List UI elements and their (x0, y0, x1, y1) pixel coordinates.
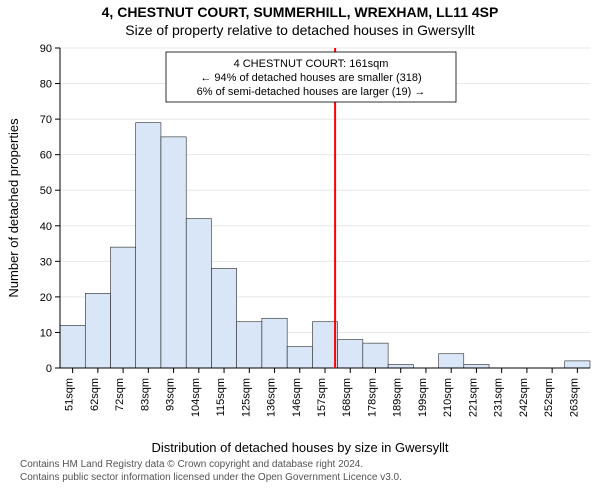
xtick-label: 199sqm (417, 378, 429, 417)
histogram-bar (211, 268, 236, 368)
annotation-text: ← 94% of detached houses are smaller (31… (200, 72, 421, 84)
xtick-label: 72sqm (114, 378, 126, 411)
ytick-label: 10 (40, 327, 52, 339)
xtick-label: 189sqm (392, 378, 404, 417)
footer-attribution: Contains HM Land Registry data © Crown c… (20, 459, 600, 484)
xtick-label: 242sqm (518, 378, 530, 417)
xtick-label: 83sqm (139, 378, 151, 411)
histogram-bar (85, 293, 110, 368)
histogram-bar (338, 340, 363, 368)
xtick-label: 157sqm (316, 378, 328, 417)
ytick-label: 90 (40, 43, 52, 55)
xtick-label: 62sqm (89, 378, 101, 411)
xtick-label: 93sqm (165, 378, 177, 411)
ytick-label: 30 (40, 256, 52, 268)
xtick-label: 210sqm (442, 378, 454, 417)
xtick-label: 178sqm (366, 378, 378, 417)
xtick-label: 231sqm (493, 378, 505, 417)
footer-line1: Contains HM Land Registry data © Crown c… (20, 459, 600, 472)
xtick-label: 104sqm (190, 378, 202, 417)
histogram-bar (161, 137, 186, 368)
ytick-label: 80 (40, 79, 52, 91)
xtick-label: 51sqm (64, 378, 76, 411)
histogram-svg: 0 10 20 30 40 50 60 70 80 90 Number of detached pr… (0, 38, 600, 438)
histogram-bar (363, 343, 388, 368)
xtick-label: 221sqm (467, 378, 479, 417)
histogram-bar (60, 325, 85, 368)
chart-area: 0 10 20 30 40 50 60 70 80 90 Number of detached pr… (0, 38, 600, 438)
xtick-label: 146sqm (291, 378, 303, 417)
xtick-label: 115sqm (215, 378, 227, 416)
histogram-bar (186, 219, 211, 368)
ytick-label: 20 (40, 292, 52, 304)
ytick-label: 70 (40, 114, 52, 126)
yaxis-title: Number of detached properties (6, 118, 21, 298)
xtick-label: 263sqm (568, 378, 580, 417)
chart-subtitle: Size of property relative to detached ho… (0, 22, 600, 38)
ytick-label: 40 (40, 221, 52, 233)
histogram-bar (464, 364, 489, 368)
histogram-bar (388, 364, 413, 368)
histogram-bar (110, 247, 135, 368)
histogram-bar (565, 361, 590, 368)
ytick-label: 60 (40, 150, 52, 162)
ytick-label: 0 (46, 363, 52, 375)
annotation-text: 6% of semi-detached houses are larger (1… (197, 86, 426, 98)
xtick-label: 136sqm (266, 378, 278, 417)
histogram-bar (262, 318, 287, 368)
xtick-label: 252sqm (543, 378, 555, 417)
histogram-bar (287, 347, 312, 368)
xtick-label: 125sqm (240, 378, 252, 417)
ytick-label: 50 (40, 185, 52, 197)
histogram-bar (439, 354, 464, 368)
annotation-text: 4 CHESTNUT COURT: 161sqm (234, 58, 389, 70)
histogram-bar (136, 123, 161, 368)
xaxis-title: Distribution of detached houses by size … (0, 440, 600, 455)
footer-line2: Contains public sector information licen… (20, 472, 600, 485)
address-title: 4, CHESTNUT COURT, SUMMERHILL, WREXHAM, … (0, 4, 600, 20)
histogram-bar (312, 322, 337, 368)
histogram-bar (237, 322, 262, 368)
xtick-label: 168sqm (341, 378, 353, 417)
